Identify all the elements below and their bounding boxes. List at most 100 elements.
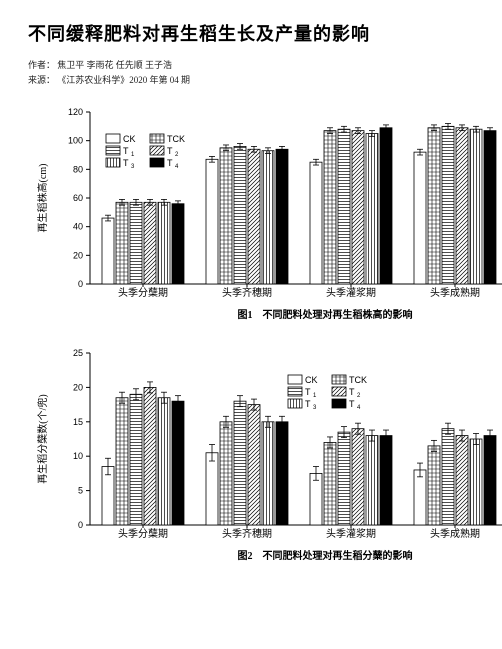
bar xyxy=(158,202,170,284)
bar xyxy=(172,401,184,525)
legend-label: CK xyxy=(305,375,318,385)
bar xyxy=(352,429,364,525)
legend-swatch xyxy=(332,387,346,396)
bar xyxy=(470,129,482,284)
figure-1: 020406080100120再生稻株高(cm)头季分蘖期头季齐穗期头季灌浆期头… xyxy=(28,104,502,321)
bar xyxy=(380,128,392,284)
svg-text:2: 2 xyxy=(175,152,179,158)
legend-swatch xyxy=(332,375,346,384)
svg-text:头季灌浆期: 头季灌浆期 xyxy=(326,527,376,540)
bar xyxy=(456,128,468,284)
bar xyxy=(102,218,114,284)
bar xyxy=(248,405,260,525)
legend-label: T xyxy=(167,146,173,156)
bar xyxy=(470,439,482,525)
bar xyxy=(428,128,440,284)
bar xyxy=(338,129,350,284)
bar xyxy=(484,131,496,284)
svg-text:头季分蘖期: 头季分蘖期 xyxy=(118,527,168,540)
source-line: 来源： 《江苏农业科学》2020 年第 04 期 xyxy=(28,73,502,86)
svg-text:头季齐穗期: 头季齐穗期 xyxy=(222,527,272,540)
bar xyxy=(414,152,426,284)
bar xyxy=(144,202,156,284)
svg-text:10: 10 xyxy=(73,451,83,461)
svg-text:5: 5 xyxy=(78,486,83,496)
bar xyxy=(130,394,142,525)
svg-text:1: 1 xyxy=(131,152,135,158)
legend-label: TCK xyxy=(167,134,185,144)
bar xyxy=(338,432,350,525)
bar xyxy=(276,149,288,284)
bar xyxy=(206,453,218,525)
legend-swatch xyxy=(288,387,302,396)
svg-text:0: 0 xyxy=(78,279,83,289)
bar xyxy=(310,473,322,525)
legend-swatch xyxy=(288,399,302,408)
source-value: 《江苏农业科学》2020 年第 04 期 xyxy=(57,75,190,85)
bar xyxy=(102,467,114,525)
legend-label: T xyxy=(349,399,355,409)
svg-text:15: 15 xyxy=(73,417,83,427)
bar xyxy=(276,422,288,525)
svg-text:0: 0 xyxy=(78,520,83,530)
bar xyxy=(116,398,128,525)
svg-text:4: 4 xyxy=(357,405,361,411)
bar xyxy=(310,162,322,284)
bar xyxy=(428,446,440,525)
bar xyxy=(158,398,170,525)
legend-swatch xyxy=(150,146,164,155)
bar xyxy=(116,202,128,284)
legend-label: TCK xyxy=(349,375,367,385)
bar xyxy=(144,387,156,525)
legend-swatch xyxy=(106,134,120,143)
bar xyxy=(366,134,378,285)
legend-label: CK xyxy=(123,134,136,144)
legend-swatch xyxy=(106,146,120,155)
figure-1-caption: 图1 不同肥料处理对再生稻株高的影响 xyxy=(28,306,502,321)
bar xyxy=(352,131,364,284)
bar xyxy=(262,151,274,284)
legend-label: T xyxy=(305,387,311,397)
svg-text:80: 80 xyxy=(73,164,83,174)
bar xyxy=(220,422,232,525)
bar xyxy=(324,442,336,525)
svg-text:100: 100 xyxy=(68,136,83,146)
bar xyxy=(414,470,426,525)
svg-text:25: 25 xyxy=(73,348,83,358)
bar xyxy=(206,159,218,284)
svg-text:4: 4 xyxy=(175,164,179,170)
legend-swatch xyxy=(150,134,164,143)
svg-text:120: 120 xyxy=(68,107,83,117)
svg-text:头季成熟期: 头季成熟期 xyxy=(430,286,480,299)
legend-swatch xyxy=(288,375,302,384)
svg-text:头季齐穗期: 头季齐穗期 xyxy=(222,286,272,299)
svg-text:2: 2 xyxy=(357,393,361,399)
legend-swatch xyxy=(332,399,346,408)
svg-text:60: 60 xyxy=(73,193,83,203)
svg-text:20: 20 xyxy=(73,382,83,392)
svg-text:头季灌浆期: 头季灌浆期 xyxy=(326,286,376,299)
legend-swatch xyxy=(106,158,120,167)
bar xyxy=(262,422,274,525)
bar xyxy=(234,146,246,284)
svg-text:头季成熟期: 头季成熟期 xyxy=(430,527,480,540)
bar xyxy=(456,436,468,525)
legend-label: T xyxy=(123,158,129,168)
bar xyxy=(442,126,454,284)
figure-2-caption: 图2 不同肥料处理对再生稻分蘖的影响 xyxy=(28,547,502,562)
legend-label: T xyxy=(349,387,355,397)
bar xyxy=(442,429,454,525)
authors-value: 焦卫平 李雨花 任先顺 王子浩 xyxy=(57,60,172,70)
bar xyxy=(234,401,246,525)
figure-2: 0 5 10 15 20 25 再生稻分蘖数(个/兜) 头季分蘖期 头季齐穗期 头季灌浆期 头季成熟… xyxy=(28,345,502,562)
svg-text:20: 20 xyxy=(73,250,83,260)
legend-label: T xyxy=(167,158,173,168)
bar xyxy=(130,202,142,284)
svg-text:再生稻分蘖数(个/兜): 再生稻分蘖数(个/兜) xyxy=(36,394,49,483)
bar xyxy=(220,148,232,284)
svg-text:再生稻株高(cm): 再生稻株高(cm) xyxy=(36,164,49,233)
svg-text:1: 1 xyxy=(313,393,317,399)
svg-text:3: 3 xyxy=(313,405,317,411)
source-label: 来源： xyxy=(28,75,55,85)
bar xyxy=(366,436,378,525)
